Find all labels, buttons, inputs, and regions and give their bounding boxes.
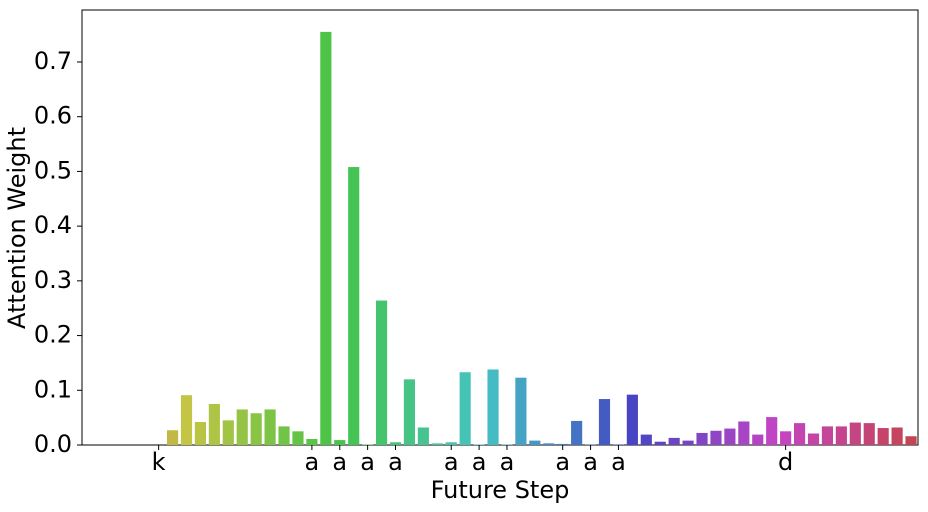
bar — [264, 409, 276, 445]
x-tick-label: a — [583, 448, 598, 476]
bar — [557, 443, 569, 445]
bar — [668, 437, 680, 445]
bar — [612, 444, 625, 445]
bar — [362, 444, 374, 445]
y-tick-label: 0.2 — [34, 321, 72, 349]
bar — [793, 423, 806, 445]
bar — [278, 426, 290, 445]
bar — [320, 31, 332, 446]
bar — [571, 420, 583, 445]
bar — [292, 431, 304, 445]
bar — [543, 443, 555, 445]
x-tick-label: k — [152, 448, 166, 476]
bar — [752, 434, 764, 445]
x-tick-label: a — [611, 448, 626, 476]
bar — [487, 369, 499, 445]
bar — [891, 427, 903, 445]
bar — [166, 430, 179, 445]
bar — [208, 403, 220, 445]
x-tick-label: d — [778, 448, 793, 476]
bar — [236, 409, 248, 445]
y-tick-label: 0.6 — [34, 102, 72, 130]
bar — [835, 426, 847, 445]
bar — [348, 167, 360, 446]
y-tick-label: 0.4 — [34, 211, 72, 239]
x-tick-label: a — [305, 448, 320, 476]
bar — [389, 442, 402, 445]
bar — [807, 433, 820, 445]
bar — [459, 372, 471, 445]
y-tick-label: 0.5 — [34, 156, 72, 184]
bar — [515, 377, 527, 445]
bar — [375, 300, 388, 445]
bar — [780, 431, 792, 445]
x-tick-label: a — [360, 448, 375, 476]
bar — [473, 444, 485, 445]
bar — [696, 432, 708, 445]
x-tick-label: a — [332, 448, 347, 476]
x-tick-label: a — [444, 448, 459, 476]
bar — [598, 399, 611, 445]
y-tick-label: 0.3 — [34, 266, 72, 294]
plot-frame — [81, 9, 919, 446]
bar — [194, 422, 207, 445]
bar — [431, 443, 443, 445]
x-tick-label: a — [472, 448, 487, 476]
x-tick-label: a — [388, 448, 403, 476]
bar — [738, 421, 750, 445]
bar — [306, 438, 318, 445]
bar — [180, 395, 193, 445]
bar — [821, 426, 834, 445]
bar — [584, 444, 597, 445]
bar — [626, 394, 638, 445]
bar — [250, 413, 262, 445]
x-tick-label: a — [500, 448, 515, 476]
bar — [501, 444, 513, 445]
bar — [766, 417, 778, 445]
y-tick-label: 0.0 — [34, 430, 72, 458]
bar — [877, 428, 889, 445]
bar — [849, 422, 861, 445]
y-tick-label: 0.1 — [34, 375, 72, 403]
bar — [529, 440, 541, 445]
y-tick-label: 0.7 — [34, 47, 72, 75]
bar — [640, 434, 652, 445]
bar — [334, 440, 346, 445]
bar — [682, 440, 694, 445]
x-tick-label: a — [555, 448, 570, 476]
bar — [403, 379, 416, 445]
bar — [222, 420, 234, 445]
bar — [710, 430, 722, 445]
bar — [724, 428, 736, 445]
x-axis-label: Future Step — [431, 476, 570, 504]
y-axis-label: Attention Weight — [3, 127, 31, 329]
bar — [654, 441, 666, 445]
bar — [445, 442, 457, 445]
bar — [863, 423, 875, 445]
bar — [905, 436, 917, 445]
bar — [417, 427, 429, 445]
